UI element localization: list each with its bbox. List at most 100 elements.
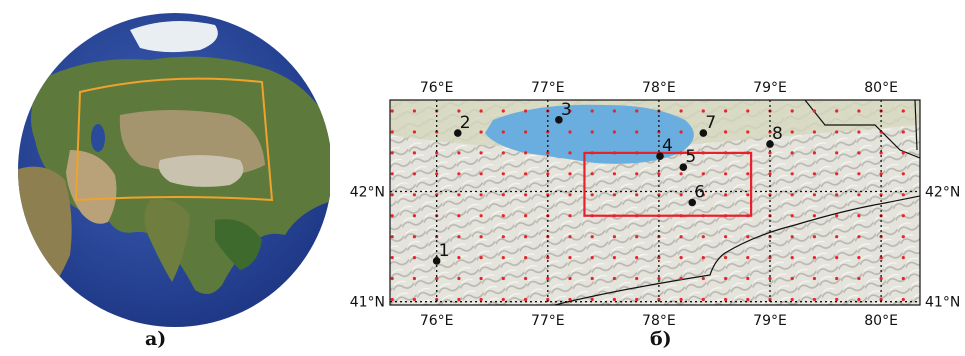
grid-point <box>524 276 528 281</box>
grid-point <box>479 276 483 281</box>
border-line-south <box>554 195 920 305</box>
grid-point <box>435 276 439 281</box>
caspian-sea <box>91 124 105 152</box>
grid-point <box>879 151 883 155</box>
grid-point <box>679 130 683 134</box>
grid-point <box>679 276 683 281</box>
grid-point <box>812 297 816 302</box>
grid-point <box>435 297 439 302</box>
grid-point <box>835 193 839 197</box>
grid-point <box>724 172 728 176</box>
grid-point <box>901 235 905 239</box>
grid-point <box>812 172 816 176</box>
grid-point <box>457 109 461 113</box>
grid-point <box>679 297 683 302</box>
grid-point <box>657 276 661 281</box>
grid-point <box>546 172 550 176</box>
grid-point <box>635 297 639 302</box>
grid-point <box>746 172 750 176</box>
station-label: 2 <box>460 113 471 133</box>
africa-landmass <box>18 166 72 310</box>
grid-point <box>412 214 416 218</box>
regional-map-svg: 1 2 3 45 6 7 8 76°E 76°E 77°E 77°E 78°E 78°E 79°E 79°… <box>350 80 961 329</box>
grid-point <box>524 235 528 239</box>
grid-point <box>812 193 816 197</box>
grid-point <box>724 193 728 197</box>
grid-point <box>568 235 572 239</box>
grid-point <box>546 276 550 281</box>
grid-point <box>701 235 705 239</box>
grid-point <box>812 214 816 218</box>
lat-tick-left: 42°N <box>350 184 385 200</box>
grid-point <box>635 172 639 176</box>
grid-point <box>768 256 772 260</box>
grid-point <box>901 151 905 155</box>
graticule <box>390 100 920 305</box>
border-line-east <box>914 100 918 151</box>
station-point <box>699 129 708 137</box>
grid-point <box>768 193 772 197</box>
grid-point <box>524 256 528 260</box>
grid-point <box>412 172 416 176</box>
grid-point <box>612 109 616 113</box>
station-label: 1 <box>439 241 450 261</box>
grid-point <box>724 297 728 302</box>
grid-point <box>390 276 394 281</box>
map-border <box>389 99 921 306</box>
grid-point <box>746 276 750 281</box>
grid-point <box>879 297 883 302</box>
grid-point <box>479 256 483 260</box>
grid-point <box>524 151 528 155</box>
grid-point <box>612 172 616 176</box>
grid-point <box>679 109 683 113</box>
grid-point <box>879 256 883 260</box>
grid-point <box>501 172 505 176</box>
grid-point <box>679 172 683 176</box>
grid-point <box>812 151 816 155</box>
grid-point <box>390 297 394 302</box>
grid-point <box>812 256 816 260</box>
lon-tick-bottom: 77°E <box>531 313 565 329</box>
grid-point <box>479 297 483 302</box>
grid-point <box>901 172 905 176</box>
grid-point <box>701 297 705 302</box>
grid-point <box>701 172 705 176</box>
globe-map <box>0 0 332 330</box>
grid-point <box>501 151 505 155</box>
grid-point <box>412 193 416 197</box>
grid-point <box>501 193 505 197</box>
grid-point <box>524 109 528 113</box>
grid-point <box>768 172 772 176</box>
grid-point <box>635 235 639 239</box>
station-point <box>679 163 688 172</box>
grid-point <box>835 172 839 176</box>
grid-point <box>590 172 594 176</box>
grid-point <box>679 256 683 260</box>
grid-point <box>657 256 661 260</box>
grid-point <box>657 193 661 197</box>
grid-point <box>412 256 416 260</box>
station-point <box>432 257 441 265</box>
grid-point <box>524 130 528 134</box>
station-markers: 1 2 3 45 6 7 8 <box>432 100 783 265</box>
axis-ticks: 76°E 76°E 77°E 77°E 78°E 78°E 79°E 79°E 80°E 80°E… <box>350 80 961 329</box>
grid-point <box>790 256 794 260</box>
grid-point <box>501 214 505 218</box>
grid-point <box>457 276 461 281</box>
india-landmass <box>144 199 190 282</box>
grid-point <box>435 193 439 197</box>
grid-point <box>790 297 794 302</box>
grid-point <box>835 130 839 134</box>
grid-point <box>635 109 639 113</box>
grid-point <box>835 214 839 218</box>
station-label: 5 <box>685 147 696 167</box>
grid-point <box>635 193 639 197</box>
grid-point <box>412 235 416 239</box>
grid-point <box>790 172 794 176</box>
grid-point <box>857 193 861 197</box>
grid-point <box>679 235 683 239</box>
grid-point <box>390 109 394 113</box>
grid-point <box>857 109 861 113</box>
grid-point <box>835 297 839 302</box>
